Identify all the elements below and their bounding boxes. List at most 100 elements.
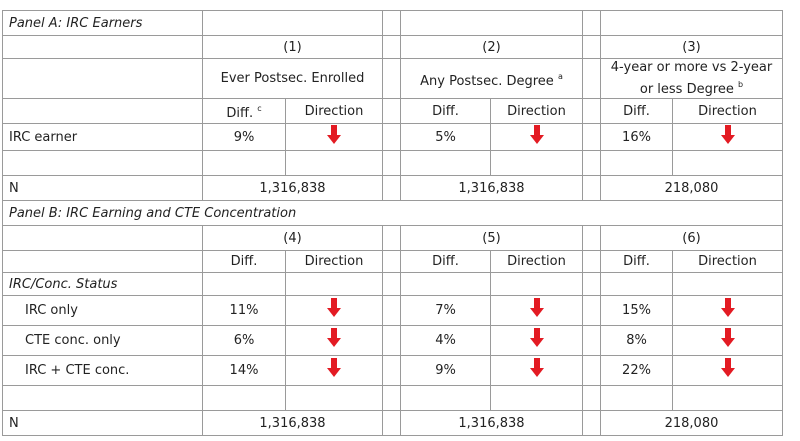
row-label: N [2,410,203,436]
empty-cell [202,385,286,411]
gap-cell [582,410,601,436]
down-arrow [720,298,735,317]
column-header: Any Postsec. Degree a [400,58,583,99]
direction-header-text: Direction [698,103,757,119]
gap-cell [582,272,601,296]
empty-cell [2,385,203,411]
diff-value: 8% [600,325,673,356]
empty-cell [400,385,491,411]
column-header: Ever Postsec. Enrolled [202,58,383,99]
column-header-text: 4-year or more vs 2-year or less Degree [610,60,773,97]
empty-cell [600,150,673,176]
gap-cell [582,225,601,251]
table-row: (1) (2) (3) [2,35,783,59]
direction-header: Direction [490,250,583,273]
diff-value-text: 15% [622,303,651,318]
direction-cell [490,123,583,151]
diff-header: Diff. [600,98,673,124]
diff-value-text: 14% [229,363,259,378]
empty-cell [600,10,783,36]
empty-cell [600,272,673,296]
gap-cell [582,98,601,124]
empty-cell [285,385,383,411]
down-arrow [720,124,735,144]
column-number-text: (3) [682,39,701,55]
column-header-text: Ever Postsec. Enrolled [220,71,365,86]
gap-cell [582,325,601,356]
gap-cell [382,272,401,296]
gap-cell [382,58,401,99]
empty-cell [202,272,286,296]
column-number: (5) [400,225,583,251]
n-value-text: 218,080 [664,415,719,431]
n-value-text: 1,316,838 [259,415,326,431]
table-row [2,385,783,411]
empty-cell [400,10,583,36]
column-number: (1) [202,35,383,59]
gap-cell [582,175,601,201]
diff-value-text: 22% [622,363,651,378]
direction-header-text: Direction [507,254,566,269]
n-value: 1,316,838 [202,175,383,201]
n-value: 1,316,838 [400,175,583,201]
diff-value-text: 5% [435,129,456,145]
direction-header-text: Direction [507,103,566,119]
column-header: 4-year or more vs 2-year or less Degree … [600,58,783,99]
empty-cell [285,150,383,176]
down-arrow [327,358,341,377]
row-label: N [2,175,203,201]
table-row: Diff. Direction Diff. Direction Diff. Directi… [2,250,783,273]
column-number-text: (6) [682,230,701,246]
gap-cell [582,58,601,99]
down-arrow [529,358,544,377]
n-value-text: 1,316,838 [458,180,525,196]
row-label-text: IRC only [25,303,78,318]
diff-header: Diff. [400,98,491,124]
table-row: N 1,316,838 1,316,838 218,080 [2,410,783,436]
panel-title: Panel A: IRC Earners [2,10,203,36]
table-row: (4) (5) (6) [2,225,783,251]
gap-cell [382,150,401,176]
gap-cell [582,385,601,411]
empty-cell [2,35,203,59]
footnote-mark: b [738,80,744,89]
down-arrow [327,328,341,347]
column-number-text: (2) [482,39,501,55]
down-arrow [720,328,735,347]
column-number: (6) [600,225,783,251]
diff-value-text: 9% [233,129,255,145]
direction-cell [672,123,783,151]
direction-header-text: Direction [304,254,364,269]
diff-header-text: Diff. [623,103,650,119]
gap-cell [382,385,401,411]
row-label: IRC earner [2,123,203,151]
direction-cell [672,295,783,326]
diff-header-text: Diff. [432,103,459,119]
table-row [2,150,783,176]
gap-cell [582,295,601,326]
direction-cell [285,123,383,151]
direction-cell [672,325,783,356]
n-value: 1,316,838 [202,410,383,436]
gap-cell [382,175,401,201]
direction-header: Direction [490,98,583,124]
direction-cell [490,325,583,356]
gap-cell [382,10,401,36]
n-value: 218,080 [600,410,783,436]
n-value-text: 218,080 [664,180,719,196]
direction-header: Direction [285,98,383,124]
gap-cell [382,225,401,251]
panel-title-text: Panel A: IRC Earners [9,15,143,31]
empty-cell [490,385,583,411]
diff-value: 5% [400,123,491,151]
empty-cell [2,150,203,176]
empty-cell [2,225,203,251]
table-row: IRC + CTE conc. 14% 9% 22% [2,355,783,386]
gap-cell [382,325,401,356]
down-arrow [529,328,544,347]
column-number: (3) [600,35,783,59]
row-label: CTE conc. only [2,325,203,356]
empty-cell [672,272,783,296]
direction-header-text: Direction [698,254,757,269]
table-row: CTE conc. only 6% 4% 8% [2,325,783,356]
